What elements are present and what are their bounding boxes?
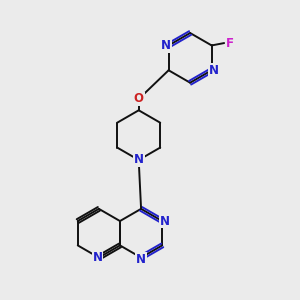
Text: N: N [92, 251, 102, 264]
Text: O: O [134, 92, 144, 106]
Text: N: N [209, 64, 219, 77]
Text: N: N [161, 39, 171, 52]
Text: N: N [160, 214, 170, 227]
Text: N: N [134, 154, 144, 166]
Text: N: N [136, 253, 146, 266]
Text: F: F [226, 37, 233, 50]
